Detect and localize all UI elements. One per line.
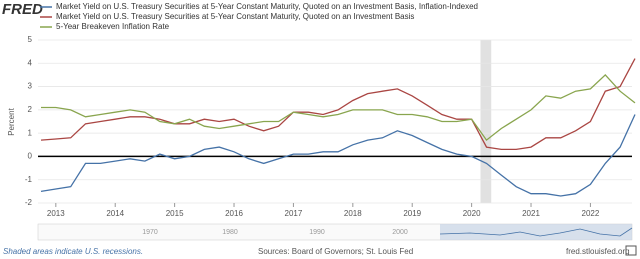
y-tick-label: 0 (28, 152, 33, 161)
y-tick-label: 2 (28, 105, 33, 114)
recession-shading (480, 40, 492, 203)
y-tick-label: 5 (28, 35, 33, 44)
x-tick-label: 2013 (47, 209, 65, 218)
y-tick-label: -1 (25, 175, 33, 184)
navigator-line (439, 227, 633, 237)
y-axis-label: Percent (7, 107, 16, 135)
navigator-window[interactable] (440, 224, 632, 240)
x-tick-label: 2016 (225, 209, 243, 218)
legend-label: 5-Year Breakeven Inflation Rate (56, 22, 170, 31)
x-tick-label: 2019 (403, 209, 421, 218)
y-tick-label: -2 (25, 198, 33, 207)
x-tick-label: 2022 (582, 209, 600, 218)
navigator-label: 1990 (309, 229, 325, 236)
x-tick-label: 2017 (285, 209, 303, 218)
footer-site[interactable]: fred.stlouisfed.org (566, 247, 630, 256)
series-line (41, 73, 636, 142)
navigator-label: 1980 (222, 229, 238, 236)
footer-source: Sources: Board of Governors; St. Louis F… (258, 247, 413, 256)
series-line (40, 58, 636, 151)
fullscreen-icon[interactable] (625, 245, 637, 256)
x-tick-label: 2020 (463, 209, 481, 218)
y-tick-label: 1 (28, 128, 33, 137)
plot-background (38, 40, 632, 203)
logo: FRED (2, 1, 43, 18)
x-tick-label: 2018 (344, 209, 362, 218)
x-tick-label: 2015 (166, 209, 184, 218)
series-line (40, 114, 636, 197)
y-tick-label: 3 (28, 82, 33, 91)
y-tick-label: 4 (28, 58, 33, 67)
x-tick-label: 2014 (106, 209, 124, 218)
navigator (37, 223, 633, 241)
navigator-label: 1970 (142, 229, 158, 236)
legend-label: Market Yield on U.S. Treasury Securities… (56, 2, 478, 11)
footer-note: Shaded areas indicate U.S. recessions. (3, 247, 143, 256)
legend-label: Market Yield on U.S. Treasury Securities… (56, 12, 414, 21)
x-tick-label: 2021 (522, 209, 540, 218)
navigator-label: 2000 (392, 229, 408, 236)
